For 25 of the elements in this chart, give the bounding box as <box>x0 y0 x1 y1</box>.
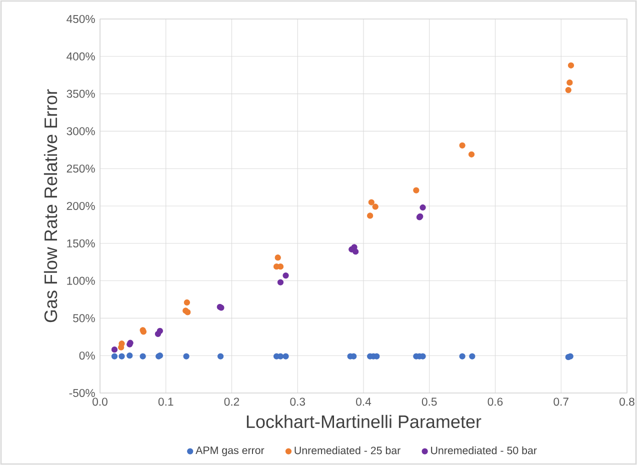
x-tick-label: 0.1 <box>158 398 174 406</box>
y-tick-label: 350% <box>66 90 95 98</box>
y-tick-label: 250% <box>66 164 95 173</box>
y-tick-label: 50% <box>73 314 95 322</box>
y-tick-label: -50% <box>69 388 95 397</box>
y-tick-label: 0% <box>79 352 95 360</box>
legend-label: Unremediated - 50 bar <box>431 446 537 454</box>
y-tick-label: 100% <box>67 276 95 285</box>
y-tick-label: 450% <box>66 15 95 24</box>
x-tick-label: 0.5 <box>422 398 437 406</box>
x-tick-label: 0.6 <box>488 398 503 406</box>
x-tick-label: 0.8 <box>620 398 634 406</box>
legend-label: Unremediated - 25 bar <box>294 446 400 454</box>
legend-label: APM gas error <box>196 446 264 456</box>
x-tick-label: 0.3 <box>290 398 306 406</box>
x-tick-label: 0.2 <box>224 398 240 406</box>
x-tick-label: 0.0 <box>92 398 108 406</box>
y-tick-label: 400% <box>66 52 95 60</box>
y-tick-label: 200% <box>66 202 95 210</box>
y-tick-label: 150% <box>67 239 95 248</box>
x-tick-label: 0.4 <box>356 398 372 406</box>
y-tick-label: 300% <box>66 127 95 136</box>
x-axis-title: Lockhart-Martinelli Parameter <box>246 414 482 428</box>
y-axis-title: Gas Flow Rate Relative Error <box>44 89 58 322</box>
x-tick-label: 0.7 <box>554 398 568 406</box>
